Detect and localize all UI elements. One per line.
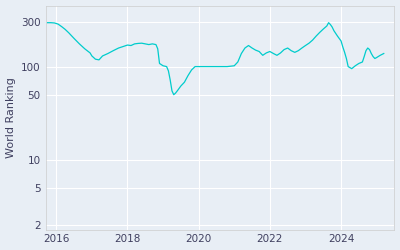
Y-axis label: World Ranking: World Ranking xyxy=(6,77,16,158)
